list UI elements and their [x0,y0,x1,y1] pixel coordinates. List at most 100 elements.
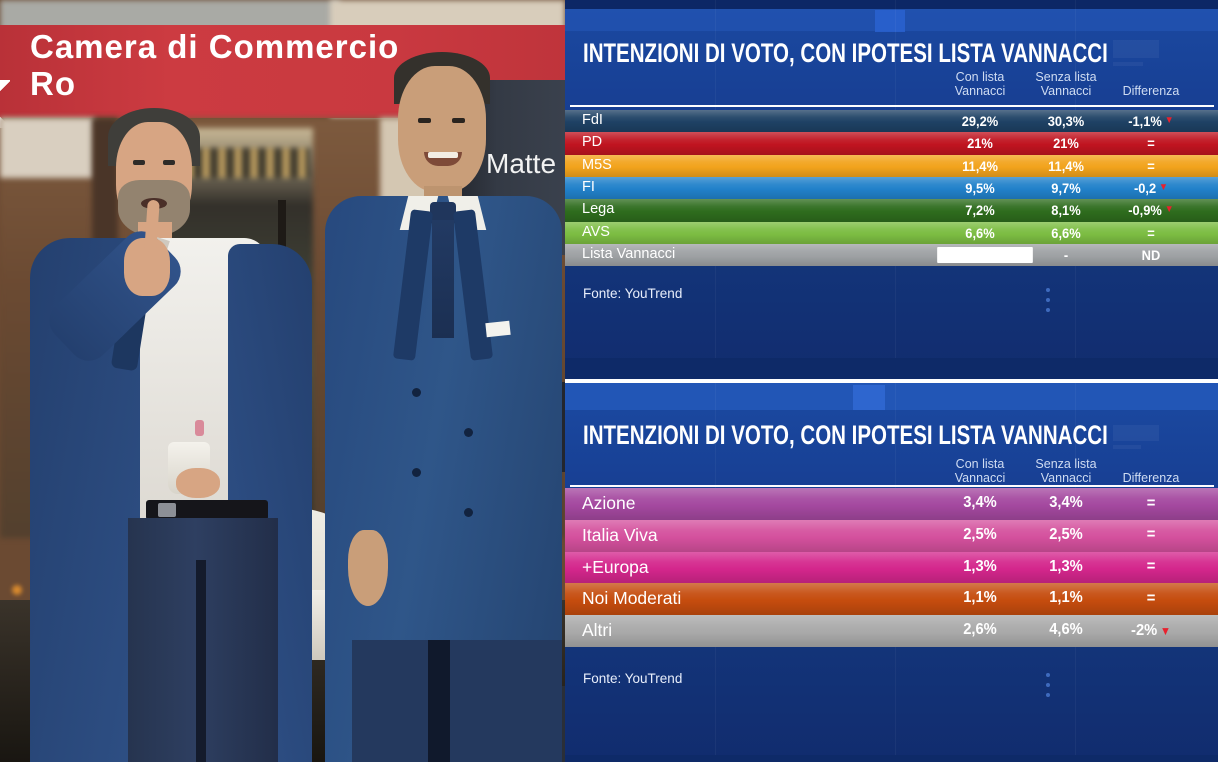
party-label: PD [582,134,603,151]
table-row-lega: Lega 7,2% 8,1% -0,9% ▼ [565,199,1218,222]
col-header-differenza-2: Differenza [1122,471,1180,485]
jacket-button-2 [412,468,421,477]
person-right-tie [432,220,454,338]
deco-square [875,10,905,32]
table-row-fi: FI 9,5% 9,7% -0,2 ▼ [565,177,1218,200]
panel-divider [565,379,1218,383]
value-senza-lista: 6,6% [1051,224,1081,241]
value-con-lista: 9,5% [965,180,995,197]
down-arrow-icon: ▼ [1159,623,1171,638]
down-arrow-icon: ▼ [1164,115,1174,126]
value-senza-lista: 3,4% [1049,494,1083,511]
party-label: Lista Vannacci [582,246,676,263]
value-con-lista: 1,1% [963,589,997,607]
chamber-logo-icon [0,80,16,130]
party-label: Altri [582,620,613,641]
value-con-lista: 4,2% [937,247,1033,264]
panel1-title: INTENZIONI DI VOTO, CON IPOTESI LISTA VA… [583,38,1108,68]
value-con-lista: 3,4% [963,494,997,511]
table-row-fdi: FdI 29,2% 30,3% -1,1% ▼ [565,110,1218,133]
party-label: +Europa [582,556,649,577]
poll-panel-1: INTENZIONI DI VOTO, CON IPOTESI LISTA VA… [565,0,1218,379]
person-right-pocket-square [485,320,511,338]
person-right-trousers [352,640,562,762]
poll-panel-2: INTENZIONI DI VOTO, CON IPOTESI LISTA VA… [565,383,1218,762]
table-row-lista-vannacci: Lista Vannacci 4,2% - ND▼ [565,244,1218,267]
jacket-button-4 [464,508,473,517]
value-con-lista: 11,4% [962,157,998,174]
person-right-teeth [428,152,458,158]
value-differenza: =▼ [1147,157,1155,174]
deco-square-2 [853,385,885,410]
value-con-lista: 6,6% [965,224,995,241]
panel1-top-strip [565,0,1218,9]
party-label: Italia Viva [582,524,658,545]
jacket-button-1 [412,388,421,397]
interior-wall-light [0,118,95,178]
value-senza-lista: 21% [1053,135,1079,152]
party-label: M5S [582,156,612,173]
value-senza-lista: 1,1% [1049,589,1083,607]
panel2-bottom-strip [565,755,1218,762]
deco-rect [1113,40,1159,58]
col-header-senza-lista: Senza lista Vannacci [1035,70,1097,98]
deco-rect-4 [1113,445,1141,449]
col-header-senza-lista-2: Senza lista Vannacci [1035,457,1097,485]
news-photo: Camera di Commercio Ro Matte Ma ON itali… [0,0,565,762]
party-label: Lega [582,201,615,218]
person-right-eye-2 [452,118,465,123]
person-right-eye [418,118,431,123]
party-label: Azione [582,493,636,513]
table-row-pd: PD 21% 21% =▼ [565,132,1218,155]
value-differenza: =▼ [1146,494,1156,512]
deco-rect-2 [1113,62,1143,66]
person-left-wristband [195,420,204,436]
person-left-belt [146,500,268,520]
deco-dots [1046,288,1050,318]
person-right-trouser-gap [428,640,450,762]
down-arrow-icon: ▼ [1164,204,1174,216]
table-row-azione: Azione 3,4% 3,4% =▼ [565,488,1218,520]
table-row-italia-viva: Italia Viva 2,5% 2,5% =▼ [565,519,1218,552]
value-con-lista: 21% [967,135,993,152]
down-arrow-icon: ▼ [1158,182,1169,194]
value-differenza: =▼ [1147,135,1155,152]
party-label: FdI [582,112,603,128]
value-differenza: =▼ [1146,526,1156,544]
deco-rect-3 [1113,425,1159,441]
value-differenza: -1,1% ▼ [1128,113,1174,129]
value-differenza: =▼ [1147,224,1155,241]
value-con-lista: 29,2% [961,113,999,129]
value-senza-lista: 2,5% [1049,525,1083,543]
value-con-lista: 7,2% [965,202,995,219]
value-differenza: -0,2 ▼ [1133,180,1169,197]
person-left-hand-2 [176,468,220,498]
table-row-altri: Altri 2,6% 4,6% -2% ▼ [565,615,1218,647]
backdrop-sign-text: Matte [486,148,557,179]
header-rule-2 [570,485,1214,487]
panel2-title: INTENZIONI DI VOTO, CON IPOTESI LISTA VA… [583,420,1108,450]
table-row-noi-moderati: Noi Moderati 1,1% 1,1% =▼ [565,583,1218,616]
value-differenza: -0,9% ▼ [1128,202,1174,219]
value-senza-lista: 8,1% [1051,202,1081,219]
value-senza-lista: 1,3% [1049,557,1083,575]
source-note: Fonte: YouTrend [583,286,683,301]
col-header-con-lista: Con lista Vannacci [954,70,1006,98]
party-label: FI [582,179,595,196]
value-differenza: =▼ [1146,589,1156,607]
table-row-piu-europa: +Europa 1,3% 1,3% =▼ [565,551,1218,584]
value-differenza: =▼ [1146,558,1156,576]
person-right-hand [348,530,388,606]
value-senza-lista: 30,3% [1047,113,1085,129]
panel1-bottom-strip [565,358,1218,379]
col-header-con-lista-2: Con lista Vannacci [954,457,1006,485]
value-differenza: -2% ▼ [1131,621,1171,639]
person-right-tie-knot [430,202,456,224]
value-senza-lista: 11,4% [1048,157,1084,174]
source-note-2: Fonte: YouTrend [583,671,683,686]
banner-text-line1: Camera di Commercio [30,28,400,65]
party-label: AVS [582,223,610,240]
value-con-lista: 2,6% [963,621,997,639]
value-senza-lista: - [1063,247,1069,264]
value-senza-lista: 4,6% [1049,621,1083,639]
